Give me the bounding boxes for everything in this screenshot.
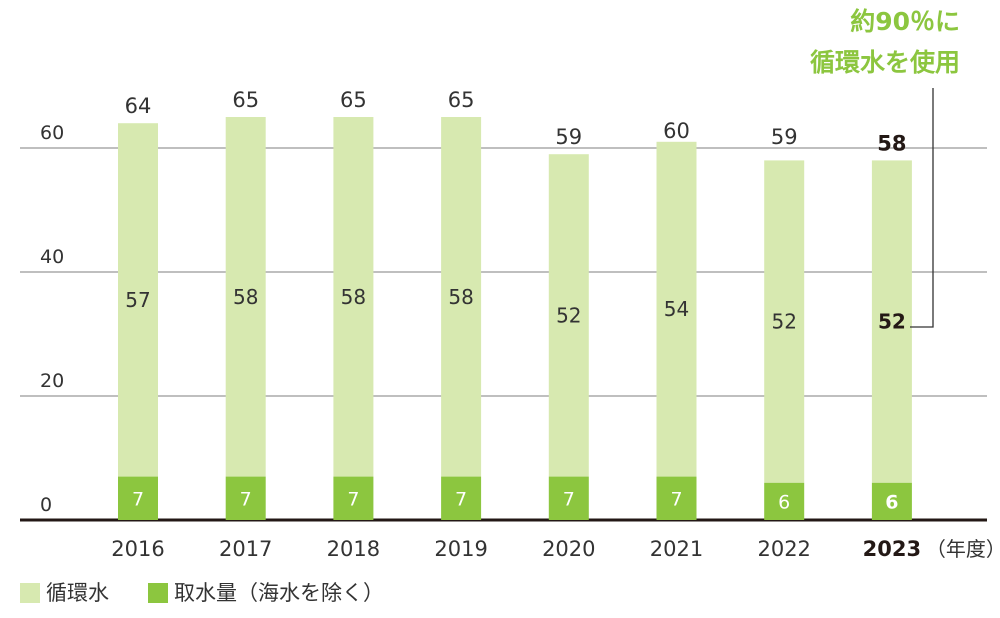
bar-segment-circulating	[225, 117, 266, 477]
intake-value-label: 6	[778, 491, 790, 513]
x-unit-label: （年度）	[926, 537, 1000, 561]
bar-segment-circulating	[548, 154, 589, 477]
y-tick-label: 60	[40, 122, 64, 144]
bar-segment-circulating	[118, 123, 158, 477]
annotation: 約90％に 循環水を使用	[810, 7, 960, 328]
intake-value-label: 7	[132, 488, 144, 510]
bar-segment-circulating	[656, 141, 697, 477]
x-tick-label: 2021	[650, 537, 703, 561]
bar-total-label: 65	[232, 88, 259, 112]
bar-segment-intake	[871, 482, 912, 520]
bar-segment-intake	[548, 476, 589, 520]
gridlines	[20, 147, 987, 522]
labels: 0 20 40 60 64 57 7 2016 65 58 7 2017 65 58 7 2018 65 58 7 2…	[40, 88, 1000, 561]
bar-segment-circulating	[764, 160, 805, 483]
bar-total-label: 59	[771, 125, 798, 149]
circulating-value-label: 52	[878, 310, 906, 334]
intake-value-label: 6	[885, 491, 898, 513]
bar-segment-intake	[441, 476, 482, 520]
bar-total-label: 60	[663, 119, 690, 143]
circulating-value-label: 58	[448, 285, 473, 309]
x-tick-label: 2020	[542, 537, 595, 561]
intake-value-label: 7	[347, 488, 359, 510]
legend: 循環水 取水量（海水を除く）	[20, 581, 384, 605]
bar-total-label: 65	[448, 88, 475, 112]
bar-segment-intake	[118, 476, 158, 520]
circulating-value-label: 57	[125, 288, 150, 312]
bar-total-label: 64	[125, 94, 152, 118]
annotation-connector	[910, 88, 934, 328]
bar-segment-circulating	[441, 117, 482, 477]
bars	[118, 117, 912, 520]
legend-label-circulating: 循環水	[46, 581, 109, 605]
intake-value-label: 7	[563, 488, 575, 510]
x-tick-label: 2022	[757, 537, 810, 561]
circulating-value-label: 58	[341, 285, 366, 309]
intake-value-label: 7	[455, 488, 467, 510]
bar-total-label: 59	[555, 125, 582, 149]
y-tick-label: 0	[40, 494, 52, 516]
circulating-value-label: 52	[771, 310, 796, 334]
legend-swatch-intake	[148, 583, 168, 603]
bar-total-label: 65	[340, 88, 367, 112]
circulating-value-label: 54	[664, 297, 689, 321]
bar-segment-intake	[764, 482, 805, 520]
legend-label-intake: 取水量（海水を除く）	[174, 581, 384, 605]
bar-segment-circulating	[333, 117, 374, 477]
y-tick-label: 40	[40, 246, 64, 268]
circulating-value-label: 52	[556, 303, 581, 327]
bar-segment-circulating	[871, 160, 912, 483]
bar-segment-intake	[656, 476, 697, 520]
x-tick-label: 2019	[434, 537, 487, 561]
x-tick-label: 2018	[327, 537, 380, 561]
annotation-line-1: 約90％に	[850, 7, 960, 36]
intake-value-label: 7	[240, 488, 252, 510]
bar-segment-intake	[225, 476, 266, 520]
x-tick-label: 2023	[863, 537, 921, 561]
intake-value-label: 7	[670, 488, 682, 510]
x-tick-label: 2016	[111, 537, 164, 561]
legend-swatch-circulating	[20, 583, 40, 603]
bar-segment-intake	[333, 476, 374, 520]
annotation-line-2: 循環水を使用	[810, 48, 960, 77]
bar-total-label: 58	[877, 131, 906, 155]
y-tick-label: 20	[40, 370, 64, 392]
x-tick-label: 2017	[219, 537, 272, 561]
circulating-value-label: 58	[233, 285, 258, 309]
